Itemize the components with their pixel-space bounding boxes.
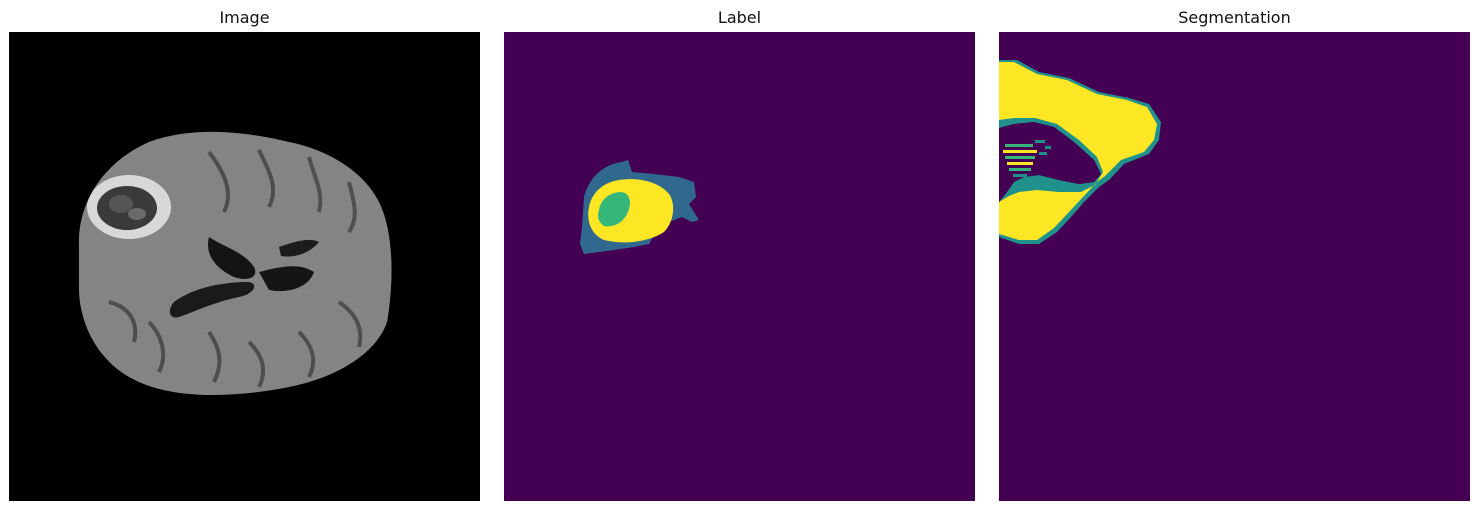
segmentation-mask-image <box>999 32 1470 501</box>
predicted-tumor-region <box>999 62 1157 240</box>
small-segment-artifact <box>1003 140 1051 177</box>
segmentation-panel: Segmentation <box>999 0 1470 511</box>
label-panel: Label <box>504 0 975 511</box>
image-panel: Image <box>9 0 480 511</box>
image-panel-title: Image <box>219 8 270 27</box>
mri-brain-image <box>9 32 480 501</box>
necrotic-core-region <box>598 192 630 227</box>
label-mask-image <box>504 32 975 501</box>
enhancing-tumor-region <box>588 179 674 243</box>
segmentation-panel-title: Segmentation <box>1178 8 1291 27</box>
label-panel-title: Label <box>717 8 762 27</box>
